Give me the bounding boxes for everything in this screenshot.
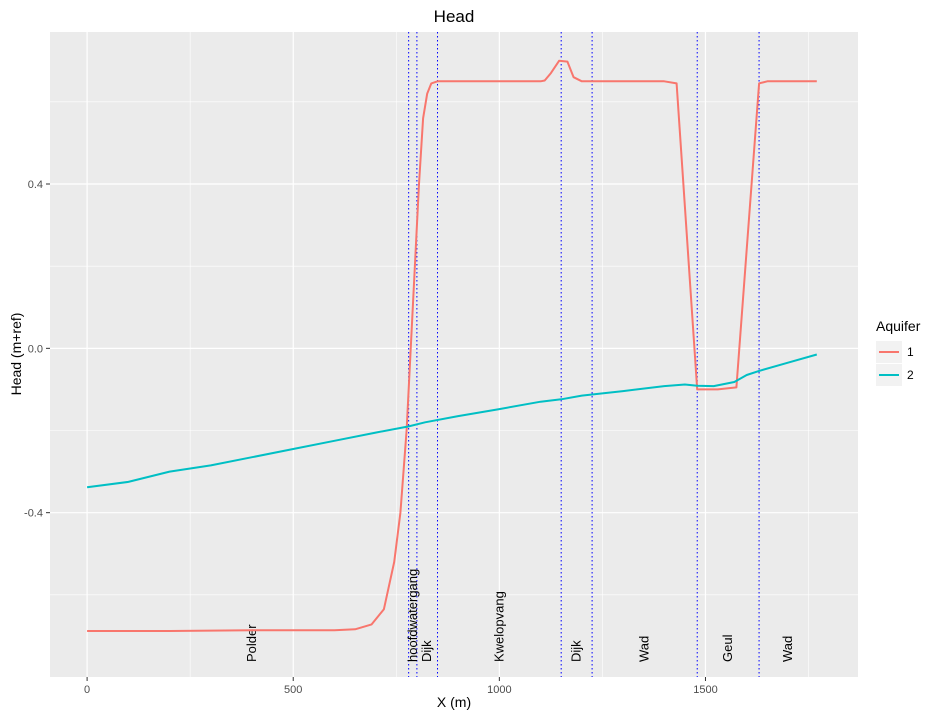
zone-label: Polder	[244, 624, 259, 662]
zone-label: Dijk	[419, 640, 434, 662]
zone-label: Wad	[780, 636, 795, 662]
x-axis-title: X (m)	[437, 694, 471, 710]
y-tick-label: 0.0	[28, 343, 43, 355]
zone-label: Dijk	[568, 640, 583, 662]
legend: Aquifer 1 2	[876, 318, 921, 386]
y-tick-label: -0.4	[24, 508, 43, 520]
plot-panel	[50, 32, 858, 677]
x-axis: 0 500 1000 1500	[84, 677, 718, 696]
x-tick-label: 1000	[487, 684, 511, 696]
legend-label-2: 2	[907, 368, 914, 382]
series-lines	[86, 59, 818, 632]
grid-minor	[50, 32, 858, 677]
series-line-aquifer-1	[87, 59, 817, 632]
zone-label: Kwelopvang	[491, 591, 506, 662]
zone-boundaries	[408, 32, 760, 677]
zone-label: Wad	[636, 636, 651, 662]
zone-label: hoofdwatergang	[405, 569, 420, 662]
x-tick-label: 500	[284, 684, 302, 696]
legend-label-1: 1	[907, 345, 914, 359]
x-tick-label: 0	[84, 684, 90, 696]
x-tick-label: 1500	[693, 684, 717, 696]
y-axis-title: Head (m+ref)	[8, 313, 24, 396]
legend-title: Aquifer	[876, 318, 921, 334]
zone-label: Geul	[720, 634, 735, 662]
zone-labels: Polder hoofdwatergang Dijk Kwelopvang Dijk Wa…	[244, 569, 795, 662]
y-axis: -0.4 0.0 0.4	[24, 179, 50, 520]
chart-title: Head	[434, 7, 475, 26]
grid-major	[50, 32, 858, 677]
series-line-aquifer-2	[86, 353, 818, 489]
y-tick-label: 0.4	[28, 179, 43, 191]
